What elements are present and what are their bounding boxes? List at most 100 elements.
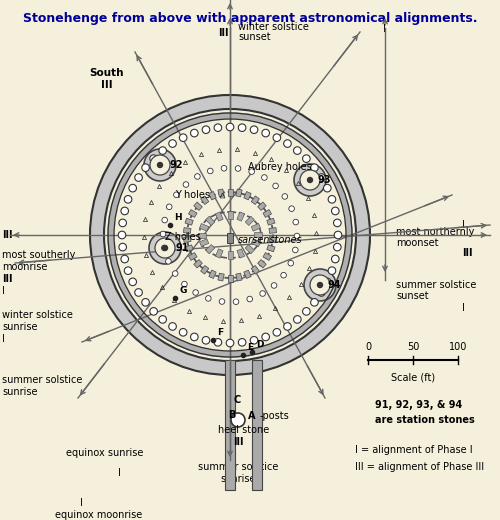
Text: sunrise: sunrise [2, 387, 38, 397]
Circle shape [159, 147, 166, 154]
Text: most northernly: most northernly [396, 227, 474, 237]
Text: Z holes: Z holes [165, 232, 201, 242]
Text: I: I [462, 303, 465, 313]
Circle shape [226, 339, 234, 347]
Circle shape [162, 245, 167, 251]
Text: I = alignment of Phase I: I = alignment of Phase I [355, 445, 472, 455]
Circle shape [288, 261, 294, 266]
Bar [185, 245, 193, 252]
Circle shape [174, 192, 179, 198]
Bar [184, 228, 191, 233]
Text: summer solstice: summer solstice [2, 375, 82, 385]
Text: summer solstice: summer solstice [198, 462, 278, 472]
Circle shape [250, 126, 258, 134]
Text: B: B [228, 410, 235, 420]
Circle shape [282, 193, 288, 199]
Text: III: III [101, 80, 113, 90]
Circle shape [183, 181, 188, 187]
Circle shape [284, 322, 292, 330]
Circle shape [302, 307, 310, 315]
Bar [254, 232, 262, 238]
Text: I: I [118, 468, 121, 478]
Circle shape [310, 164, 318, 172]
Circle shape [308, 177, 312, 183]
Circle shape [190, 333, 198, 341]
Text: 91, 92, 93, & 94: 91, 92, 93, & 94 [375, 400, 462, 410]
Circle shape [160, 231, 166, 237]
Bar [194, 202, 202, 211]
Text: 0: 0 [365, 342, 371, 352]
Text: heel stone: heel stone [218, 425, 270, 435]
Circle shape [273, 183, 278, 189]
Text: equinox sunrise: equinox sunrise [66, 448, 144, 458]
Bar [245, 244, 254, 254]
Bar [252, 360, 262, 490]
Circle shape [90, 95, 370, 375]
Circle shape [310, 298, 318, 306]
Bar [227, 233, 233, 243]
Circle shape [310, 275, 330, 295]
Bar [228, 251, 232, 259]
Circle shape [273, 329, 280, 336]
Circle shape [121, 255, 128, 263]
Circle shape [129, 278, 136, 285]
Bar [188, 253, 197, 261]
Text: C: C [234, 395, 240, 405]
Circle shape [292, 247, 298, 253]
Circle shape [219, 298, 225, 304]
Text: I: I [2, 334, 5, 344]
Circle shape [190, 129, 198, 137]
Bar [218, 189, 224, 197]
Circle shape [238, 124, 246, 132]
Circle shape [328, 267, 336, 275]
Text: Stonehenge from above with apparent astronomical alignments.: Stonehenge from above with apparent astr… [23, 12, 477, 25]
Text: Scale (ft): Scale (ft) [391, 372, 435, 382]
Bar [184, 237, 191, 242]
Bar [228, 211, 232, 219]
Text: most southerly: most southerly [2, 250, 76, 260]
Circle shape [150, 155, 170, 175]
Bar [236, 273, 242, 281]
Bar [218, 273, 224, 281]
Text: 100: 100 [449, 342, 467, 352]
Bar [206, 216, 215, 226]
Circle shape [262, 175, 267, 180]
Bar [225, 360, 235, 490]
Circle shape [328, 196, 336, 203]
Text: equinox moonrise: equinox moonrise [55, 510, 142, 520]
Circle shape [182, 281, 187, 287]
Bar [237, 249, 244, 258]
Circle shape [202, 336, 210, 344]
Bar [251, 266, 260, 274]
Circle shape [168, 140, 176, 147]
Bar [216, 249, 223, 258]
Text: sunset: sunset [238, 32, 270, 42]
Circle shape [235, 166, 241, 171]
Circle shape [221, 165, 227, 171]
Text: III: III [2, 274, 12, 284]
Text: Y holes: Y holes [175, 190, 210, 200]
Text: are station stones: are station stones [375, 415, 475, 425]
Circle shape [262, 333, 270, 341]
Text: winter solstice: winter solstice [2, 310, 73, 320]
Bar [198, 232, 206, 238]
Circle shape [149, 232, 181, 264]
Circle shape [104, 109, 356, 361]
Text: A: A [248, 411, 256, 421]
Circle shape [214, 124, 222, 132]
Circle shape [324, 185, 331, 192]
Bar [237, 212, 244, 221]
Circle shape [202, 126, 210, 134]
Circle shape [124, 267, 132, 275]
Text: 50: 50 [407, 342, 419, 352]
Circle shape [142, 298, 150, 306]
Text: sunset: sunset [396, 291, 428, 301]
Circle shape [318, 282, 322, 288]
Circle shape [260, 291, 266, 296]
Circle shape [114, 119, 346, 351]
Text: H: H [174, 213, 182, 222]
Circle shape [334, 231, 342, 239]
Circle shape [304, 269, 336, 301]
Bar [267, 218, 275, 225]
Bar [200, 224, 209, 231]
